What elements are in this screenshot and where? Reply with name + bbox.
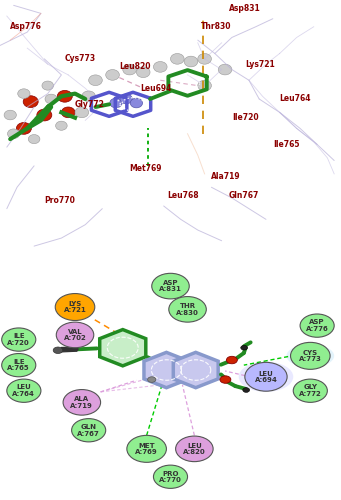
Text: Gly772: Gly772	[75, 100, 105, 109]
Circle shape	[57, 90, 72, 102]
Circle shape	[218, 64, 232, 75]
Text: PRO
A:770: PRO A:770	[159, 470, 182, 483]
Text: LEU
A:820: LEU A:820	[183, 442, 206, 455]
Text: ASP
A:831: ASP A:831	[159, 280, 182, 292]
Circle shape	[176, 436, 213, 462]
Text: GLY
A:772: GLY A:772	[299, 384, 322, 397]
Text: ILE
A:720: ILE A:720	[8, 334, 30, 346]
Circle shape	[184, 56, 198, 67]
Circle shape	[153, 465, 188, 488]
Circle shape	[245, 362, 287, 391]
Circle shape	[8, 129, 20, 138]
Circle shape	[18, 89, 30, 99]
Circle shape	[23, 96, 38, 108]
Circle shape	[37, 109, 52, 121]
Text: ASP
A:776: ASP A:776	[306, 320, 328, 332]
Circle shape	[110, 98, 122, 108]
Circle shape	[127, 436, 166, 462]
Circle shape	[241, 346, 248, 350]
Text: ALA
A:719: ALA A:719	[70, 396, 93, 408]
Circle shape	[56, 322, 94, 347]
Circle shape	[198, 80, 211, 91]
Circle shape	[53, 347, 63, 354]
Circle shape	[106, 70, 119, 80]
Text: VAL
A:702: VAL A:702	[64, 328, 86, 341]
Circle shape	[123, 64, 136, 75]
Circle shape	[75, 107, 89, 118]
Circle shape	[45, 94, 57, 104]
Circle shape	[130, 98, 143, 108]
Circle shape	[56, 121, 67, 130]
Text: LEU
A:694: LEU A:694	[254, 370, 278, 383]
Polygon shape	[100, 330, 146, 366]
Text: Leu820: Leu820	[119, 62, 151, 72]
Text: THR
A:830: THR A:830	[176, 303, 199, 316]
Text: Lys721: Lys721	[246, 60, 275, 68]
Text: Ile765: Ile765	[273, 140, 299, 149]
Circle shape	[82, 91, 95, 102]
Ellipse shape	[239, 362, 293, 392]
Circle shape	[291, 342, 330, 369]
Circle shape	[42, 81, 54, 90]
Text: Leu694: Leu694	[140, 84, 171, 93]
Circle shape	[120, 94, 132, 104]
Text: LYS
A:721: LYS A:721	[64, 301, 86, 314]
Circle shape	[152, 274, 189, 299]
Ellipse shape	[286, 344, 334, 368]
Circle shape	[148, 377, 156, 382]
Circle shape	[220, 376, 231, 384]
Circle shape	[28, 134, 40, 143]
Text: Leu764: Leu764	[280, 94, 311, 104]
Text: Asp776: Asp776	[10, 22, 42, 31]
Circle shape	[243, 388, 250, 392]
Text: Pro770: Pro770	[44, 196, 75, 205]
Circle shape	[293, 379, 327, 402]
Circle shape	[153, 62, 167, 72]
Circle shape	[2, 354, 36, 377]
Text: CYS
A:773: CYS A:773	[299, 350, 322, 362]
Text: Thr830: Thr830	[201, 22, 232, 31]
Text: Ile720: Ile720	[232, 113, 258, 122]
Circle shape	[16, 122, 31, 134]
Text: ILE
A:765: ILE A:765	[8, 359, 30, 372]
Text: Gln767: Gln767	[228, 191, 259, 200]
Circle shape	[63, 390, 101, 415]
Text: Met769: Met769	[130, 164, 162, 173]
Circle shape	[2, 328, 36, 351]
Circle shape	[169, 296, 206, 322]
Circle shape	[136, 67, 150, 78]
Text: Asp831: Asp831	[228, 4, 260, 13]
Circle shape	[55, 294, 95, 320]
Text: LEU
A:764: LEU A:764	[12, 384, 35, 397]
Circle shape	[170, 54, 184, 64]
Circle shape	[300, 314, 334, 337]
Text: GLN
A:767: GLN A:767	[77, 424, 100, 436]
Circle shape	[89, 75, 102, 86]
Text: Leu768: Leu768	[167, 191, 199, 200]
Text: Cys773: Cys773	[65, 54, 96, 64]
Text: Ala719: Ala719	[211, 172, 241, 181]
Circle shape	[4, 110, 16, 120]
Circle shape	[7, 379, 41, 402]
Polygon shape	[144, 352, 189, 388]
Circle shape	[198, 54, 211, 64]
Circle shape	[61, 107, 75, 118]
Circle shape	[72, 418, 106, 442]
Polygon shape	[173, 352, 218, 388]
Circle shape	[226, 356, 237, 364]
Text: MET
A:769: MET A:769	[135, 442, 158, 455]
